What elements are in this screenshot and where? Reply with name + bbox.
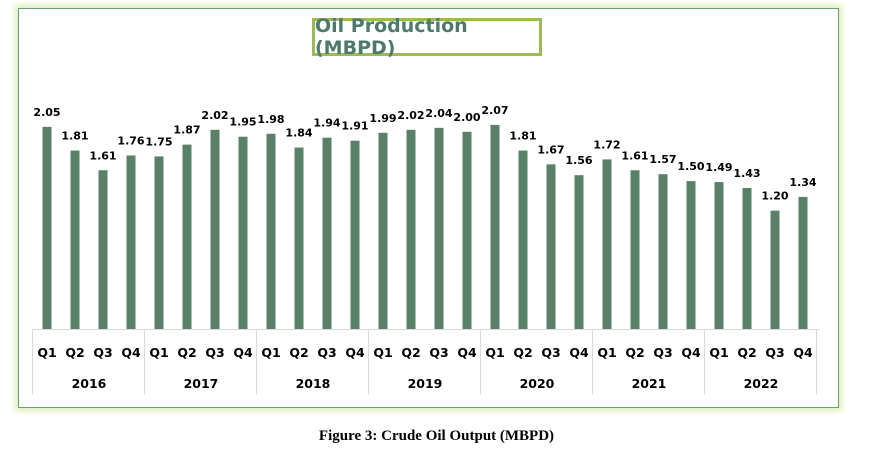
quarter-tick-label: Q2 [513,345,532,360]
bar [798,196,808,329]
quarter-tick-label: Q4 [457,345,477,360]
bar [490,124,500,329]
quarter-tick-label: Q3 [429,345,448,360]
bar [742,188,752,329]
bar [602,159,612,329]
chart-title: Oil Production (MBPD) [312,15,542,59]
year-tick-label: 2020 [520,376,555,391]
year-tick-label: 2019 [408,376,443,391]
data-label: 1.61 [89,149,116,162]
bar [630,170,640,329]
bar [546,164,556,329]
quarter-tick-label: Q4 [345,345,365,360]
quarter-tick-label: Q2 [177,345,196,360]
bar [350,140,360,329]
data-label: 1.75 [145,135,172,148]
data-label: 1.49 [705,161,732,174]
data-label: 1.98 [257,113,284,126]
bar [714,182,724,329]
bar [154,156,164,329]
quarter-tick-label: Q1 [261,345,280,360]
bar [70,150,80,329]
bar [686,181,696,329]
bar [98,170,108,329]
data-label: 1.87 [173,124,200,137]
quarter-tick-label: Q2 [65,345,84,360]
quarter-tick-label: Q4 [681,345,701,360]
quarter-tick-label: Q3 [93,345,112,360]
year-tick-label: 2021 [632,376,667,391]
data-label: 1.91 [341,120,368,133]
quarter-tick-label: Q3 [317,345,336,360]
quarter-tick-label: Q4 [233,345,253,360]
bar [322,137,332,329]
data-label: 1.95 [229,116,256,129]
data-label: 2.04 [425,107,452,120]
bar [518,150,528,329]
bar [210,129,220,329]
quarter-tick-label: Q1 [37,345,56,360]
year-tick-label: 2018 [296,376,331,391]
bar [266,133,276,329]
quarter-tick-label: Q2 [625,345,644,360]
quarter-tick-label: Q2 [401,345,420,360]
year-tick-label: 2022 [744,376,779,391]
bar [574,175,584,329]
year-tick-label: 2016 [72,376,107,391]
data-label: 1.20 [761,190,788,203]
quarter-tick-label: Q2 [737,345,756,360]
quarter-tick-label: Q1 [485,345,504,360]
bar [378,132,388,329]
bar [294,147,304,329]
data-label: 1.81 [61,130,88,143]
data-label: 1.50 [677,160,704,173]
bar [462,131,472,329]
bar [42,126,52,330]
data-label: 2.05 [33,106,60,119]
data-label: 2.00 [453,111,480,124]
quarter-tick-label: Q4 [569,345,589,360]
year-tick-label: 2017 [184,376,219,391]
data-label: 1.61 [621,149,648,162]
quarter-tick-label: Q1 [149,345,168,360]
data-label: 2.02 [201,109,228,122]
data-label: 2.07 [481,104,508,117]
quarter-tick-label: Q3 [541,345,560,360]
bar [434,127,444,329]
data-label: 1.94 [313,117,340,130]
bar [658,174,668,329]
data-label: 1.72 [593,138,620,151]
quarter-tick-label: Q3 [765,345,784,360]
data-label: 2.02 [397,109,424,122]
bar [406,129,416,329]
quarter-tick-label: Q1 [709,345,728,360]
quarter-tick-label: Q4 [793,345,813,360]
bar [770,210,780,329]
data-label: 1.99 [369,112,396,125]
quarter-tick-label: Q3 [205,345,224,360]
quarter-tick-label: Q1 [373,345,392,360]
data-label: 1.67 [537,143,564,156]
bar [238,136,248,329]
figure-caption: Figure 3: Crude Oil Output (MBPD) [318,428,555,444]
data-label: 1.57 [649,153,676,166]
bar [182,144,192,329]
bar [126,155,136,329]
quarter-tick-label: Q3 [653,345,672,360]
data-label: 1.84 [285,127,312,140]
data-label: 1.81 [509,130,536,143]
data-label: 1.43 [733,167,760,180]
quarter-tick-label: Q1 [597,345,616,360]
quarter-tick-label: Q2 [289,345,308,360]
data-label: 1.56 [565,154,592,167]
data-label: 1.76 [117,134,144,147]
data-label: 1.34 [789,176,816,189]
quarter-tick-label: Q4 [121,345,141,360]
